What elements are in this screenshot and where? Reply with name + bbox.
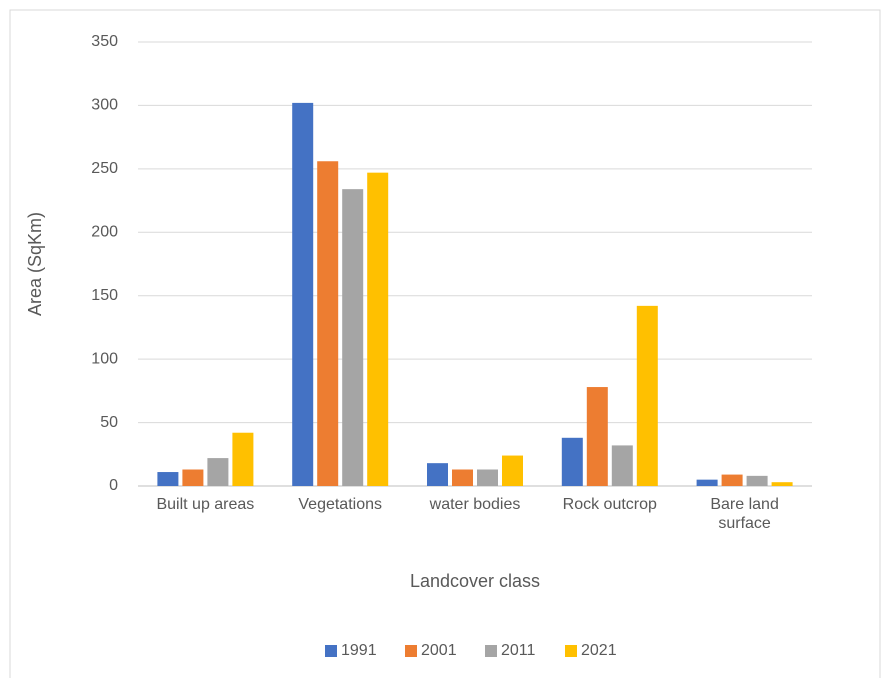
bar — [502, 455, 523, 486]
y-tick-label: 300 — [91, 97, 118, 114]
bar — [232, 432, 254, 486]
bar — [452, 469, 473, 486]
y-tick-label: 250 — [91, 160, 118, 177]
legend-label: 2021 — [581, 642, 617, 659]
bar — [721, 474, 743, 486]
y-tick-label: 200 — [91, 224, 118, 241]
y-tick-label: 0 — [109, 477, 118, 494]
y-axis-title: Area (SqKm) — [25, 212, 45, 316]
bar — [427, 463, 448, 486]
legend-label: 1991 — [341, 642, 377, 659]
y-tick-label: 150 — [91, 287, 118, 304]
legend-swatch — [485, 645, 497, 657]
bar — [696, 479, 718, 486]
bar — [292, 102, 314, 487]
y-tick-label: 50 — [100, 414, 118, 431]
bar — [342, 189, 364, 486]
bar — [561, 437, 583, 486]
bar — [182, 469, 204, 486]
chart-border — [9, 9, 881, 678]
bar — [477, 469, 498, 486]
x-tick-label: Rock outcrop — [562, 496, 657, 513]
bar — [207, 458, 229, 486]
legend-label: 2011 — [501, 642, 536, 659]
bar — [157, 472, 179, 486]
x-tick-label: water bodies — [429, 496, 521, 513]
bar — [746, 475, 768, 486]
legend-swatch — [565, 645, 577, 657]
bar — [317, 161, 339, 486]
x-tick-label: Built up areas — [156, 496, 255, 513]
bar — [636, 305, 658, 486]
x-axis-title: Landcover class — [410, 571, 540, 591]
legend-swatch — [325, 645, 337, 657]
bar — [611, 445, 633, 486]
y-tick-label: 350 — [91, 33, 118, 50]
bar — [771, 482, 793, 486]
bar — [586, 387, 608, 486]
legend-swatch — [405, 645, 417, 657]
legend-label: 2001 — [421, 642, 457, 659]
bar — [367, 172, 389, 487]
x-tick-label: Vegetations — [298, 496, 382, 513]
y-tick-label: 100 — [91, 350, 118, 367]
x-tick-label: Bare land surface — [710, 496, 779, 532]
